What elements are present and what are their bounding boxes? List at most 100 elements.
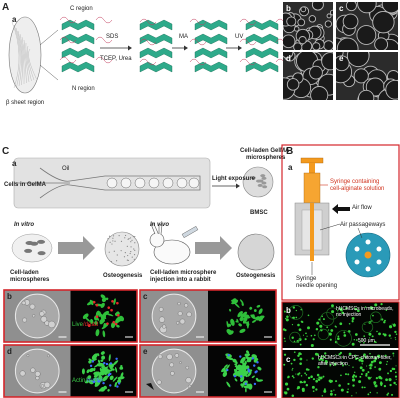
droplet	[176, 177, 188, 189]
beta-sheet	[139, 19, 173, 31]
pointer	[319, 223, 341, 231]
cell-signal	[236, 318, 239, 323]
cell-signal	[319, 358, 322, 361]
beta-sheet	[61, 33, 95, 45]
arrow-head	[238, 45, 242, 51]
cell-signal	[285, 318, 289, 322]
cell-signal	[389, 383, 392, 387]
dot	[109, 241, 111, 243]
cell-signal	[355, 339, 358, 341]
label: microspheres	[10, 277, 50, 283]
cell	[258, 179, 264, 183]
cell-signal	[293, 376, 295, 379]
vacuole	[29, 303, 36, 310]
pore	[311, 2, 324, 11]
cell-signal	[391, 323, 393, 325]
vacuole	[169, 362, 174, 368]
cell-signal	[245, 356, 251, 360]
pore	[357, 2, 377, 14]
cell-signal	[326, 326, 329, 329]
dot	[133, 248, 135, 250]
cell-signal	[328, 379, 332, 383]
arrow-head	[128, 45, 132, 51]
process-arrow	[58, 236, 95, 260]
dot	[116, 260, 118, 262]
microbead	[370, 311, 382, 324]
cell-signal	[358, 358, 362, 362]
cell-signal	[351, 378, 356, 382]
cell-signal	[307, 326, 310, 330]
cell-signal	[226, 356, 234, 361]
vacuole	[39, 311, 45, 317]
dead-cell	[110, 308, 113, 312]
cell-signal	[97, 352, 100, 357]
cell-signal	[340, 374, 342, 377]
cell-signal	[301, 387, 305, 391]
cell-signal	[347, 373, 350, 376]
cell-signal	[245, 388, 247, 393]
dot	[124, 234, 127, 237]
cell-signal	[306, 359, 308, 361]
cell-signal	[114, 382, 117, 388]
cell-signal	[255, 316, 261, 321]
sub-label: e	[339, 54, 344, 63]
label: Syringe containing	[330, 179, 379, 185]
cell-signal	[370, 376, 372, 378]
pores	[336, 52, 398, 100]
pore	[345, 2, 357, 12]
cell-signal	[395, 339, 397, 341]
cell-signal	[237, 310, 243, 318]
vacuole	[176, 321, 180, 325]
cell-signal	[293, 351, 296, 353]
cell-signal	[375, 341, 377, 343]
cell-signal	[312, 378, 316, 381]
cell-signal	[299, 362, 302, 365]
cell-signal	[295, 316, 298, 319]
label: TCEP, Urea	[100, 56, 132, 62]
droplet	[148, 177, 160, 189]
pores	[283, 52, 333, 100]
cell-signal	[93, 367, 96, 372]
cell-signal	[300, 320, 303, 323]
pore	[298, 36, 307, 45]
cell-signal	[300, 375, 303, 377]
fiber	[11, 21, 20, 89]
cell-signal	[380, 377, 383, 380]
cell-signal	[319, 376, 323, 380]
cell-signal	[243, 321, 248, 324]
cell-signal	[353, 339, 355, 341]
cell-signal	[98, 371, 103, 377]
label: SDS	[106, 34, 118, 40]
nucleus	[240, 375, 243, 378]
cell	[257, 183, 263, 187]
sub-label: d	[286, 54, 291, 63]
cell-signal	[360, 359, 364, 363]
dot	[120, 240, 123, 242]
cell-signal	[96, 317, 100, 321]
label: Air flow	[352, 205, 372, 211]
cell-signal	[368, 337, 371, 339]
dead-cell	[95, 315, 99, 319]
rabbit-ears	[150, 223, 163, 235]
cell-signal	[103, 323, 106, 328]
droplet	[120, 177, 132, 189]
label: β sheet region	[6, 100, 44, 106]
cell	[30, 241, 39, 246]
vacuole	[185, 365, 189, 370]
cell-signal	[283, 337, 286, 340]
cell-signal	[284, 328, 287, 332]
cell-signal	[235, 320, 238, 323]
caption: after injection	[318, 361, 348, 367]
cell-signal	[119, 366, 124, 370]
dot	[133, 258, 135, 260]
sub-label: b	[286, 306, 291, 315]
cell-signal	[230, 318, 235, 326]
cell-signal	[234, 363, 238, 366]
fiber	[28, 48, 37, 80]
cell-signal	[300, 308, 303, 311]
cell-signal	[221, 367, 226, 373]
cell-signal	[345, 307, 348, 310]
cell-signal	[369, 306, 373, 309]
sub-label: a	[12, 159, 17, 168]
vacuole	[26, 354, 30, 357]
